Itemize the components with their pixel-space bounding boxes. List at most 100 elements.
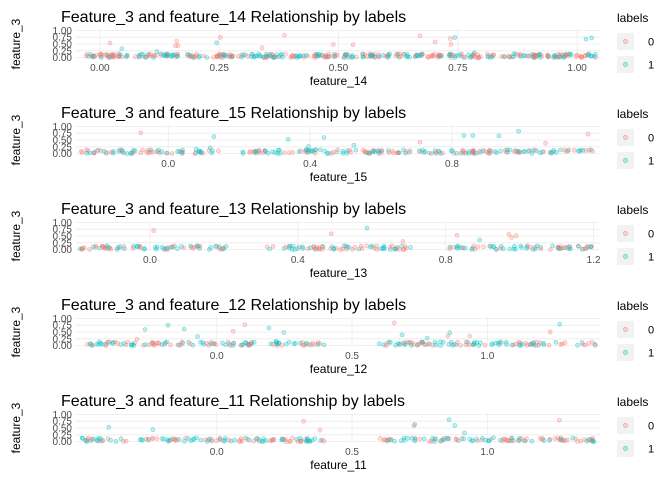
point-label-0 — [546, 342, 552, 348]
y-tick-label: 0.50 — [53, 424, 73, 435]
point-label-1 — [270, 149, 275, 155]
point-label-1 — [261, 439, 266, 444]
point-label-0 — [283, 244, 289, 250]
y-tick-label: 0.00 — [53, 437, 73, 448]
point-label-0 — [364, 243, 370, 249]
point-label-1 — [169, 53, 174, 58]
point-label-1 — [476, 343, 482, 348]
point-label-1 — [507, 246, 513, 252]
point-label-0 — [120, 149, 125, 155]
x-axis-title: feature_11 — [310, 458, 367, 472]
y-tick-label: 0.75 — [53, 33, 73, 44]
x-axis-title: feature_13 — [310, 266, 368, 280]
point-label-0 — [366, 151, 372, 156]
point-label-0 — [295, 439, 301, 444]
point-label-1 — [528, 341, 533, 347]
point-label-1 — [181, 326, 187, 332]
point-label-0 — [172, 437, 177, 443]
legend-title: labels — [617, 395, 648, 409]
point-label-1 — [369, 244, 375, 249]
point-label-0 — [391, 320, 397, 326]
legend-key-background — [617, 248, 634, 265]
point-label-1 — [446, 417, 452, 423]
point-label-1 — [214, 40, 219, 46]
point-label-0 — [407, 148, 413, 153]
point-label-0 — [403, 149, 409, 154]
point-label-0 — [328, 231, 334, 237]
point-label-0 — [401, 51, 406, 57]
point-label-0 — [359, 246, 365, 251]
point-label-1 — [91, 244, 96, 250]
point-label-1 — [207, 145, 213, 151]
point-label-1 — [447, 244, 453, 250]
point-label-1 — [494, 150, 499, 155]
facet-panel-2: Feature_3 and feature_15 Relationship by… — [9, 105, 654, 184]
legend-key-background — [617, 321, 634, 338]
y-tick-label: 0.25 — [53, 238, 73, 249]
point-label-1 — [207, 247, 212, 252]
point-label-0 — [432, 51, 437, 57]
point-label-0 — [305, 246, 311, 252]
point-label-0 — [513, 233, 519, 238]
point-label-1 — [221, 52, 227, 57]
point-label-0 — [432, 39, 438, 45]
y-tick-label: 1.00 — [53, 410, 73, 421]
point-label-1 — [501, 246, 506, 251]
point-label-1 — [279, 51, 285, 57]
x-tick-label: 0.4 — [291, 255, 305, 266]
point-label-1 — [396, 150, 402, 155]
point-label-0 — [537, 436, 543, 441]
legend-key-point — [623, 423, 628, 428]
point-label-1 — [519, 245, 524, 250]
point-label-0 — [151, 228, 157, 233]
data-points — [85, 320, 598, 348]
x-tick-label: 0.5 — [345, 447, 359, 458]
point-label-1 — [140, 437, 145, 443]
point-label-0 — [524, 436, 529, 442]
point-label-0 — [256, 148, 262, 153]
point-label-1 — [99, 55, 104, 60]
point-label-0 — [384, 341, 390, 346]
chart-title: Feature_3 and feature_13 Relationship by… — [61, 201, 406, 218]
point-label-0 — [515, 52, 521, 58]
point-label-0 — [230, 328, 236, 334]
point-label-0 — [238, 436, 244, 441]
point-label-0 — [374, 247, 380, 252]
point-label-0 — [330, 149, 336, 155]
point-label-0 — [211, 341, 217, 346]
point-label-0 — [376, 52, 382, 57]
point-label-1 — [452, 55, 458, 60]
point-label-1 — [576, 243, 581, 249]
data-points — [83, 32, 598, 60]
x-tick-label: 0.0 — [210, 351, 224, 362]
point-label-1 — [322, 148, 327, 154]
point-label-1 — [575, 342, 580, 348]
point-label-0 — [427, 341, 432, 347]
point-label-1 — [486, 438, 492, 444]
point-label-1 — [285, 136, 291, 142]
legend-key-background — [617, 56, 634, 73]
grid-lines — [76, 125, 601, 155]
point-label-0 — [188, 341, 193, 347]
x-tick-label: 0.75 — [448, 63, 468, 74]
point-label-1 — [286, 339, 292, 345]
point-label-1 — [223, 435, 228, 441]
point-label-0 — [149, 340, 155, 346]
point-label-0 — [564, 244, 570, 250]
point-label-1 — [195, 334, 200, 339]
point-label-0 — [454, 232, 460, 238]
point-label-1 — [398, 438, 404, 444]
point-label-0 — [282, 436, 288, 442]
point-label-1 — [372, 149, 378, 154]
point-label-1 — [376, 341, 382, 347]
point-label-1 — [275, 150, 281, 156]
point-label-1 — [469, 54, 474, 60]
point-label-0 — [108, 246, 114, 252]
point-label-0 — [425, 55, 431, 60]
point-label-0 — [82, 245, 87, 250]
point-label-0 — [85, 435, 91, 441]
point-label-1 — [119, 46, 125, 52]
point-label-0 — [172, 243, 177, 249]
point-label-0 — [411, 423, 417, 429]
point-label-1 — [84, 150, 89, 156]
